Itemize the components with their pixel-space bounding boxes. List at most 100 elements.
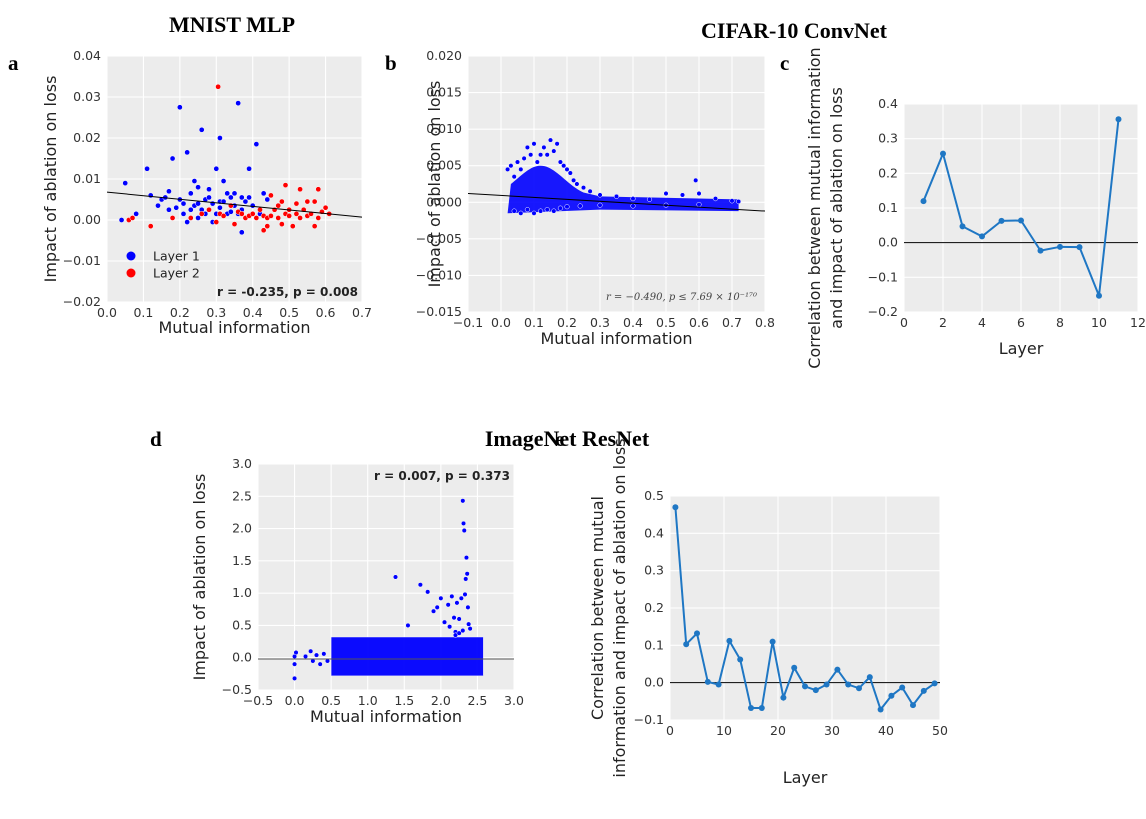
scatter-point — [279, 198, 285, 205]
scatter-point — [460, 628, 466, 634]
heading-mnist: MNIST MLP — [169, 12, 295, 37]
x-tick-label: 3.0 — [504, 693, 524, 708]
x-axis-label: Mutual information — [158, 318, 310, 337]
x-tick-label: 0.6 — [689, 315, 709, 330]
x-tick-label: 0.5 — [656, 315, 676, 330]
scatter-point — [544, 152, 550, 158]
scatter-point — [217, 135, 223, 141]
series-point — [888, 692, 895, 699]
scatter-point — [249, 202, 256, 209]
scatter-point — [275, 202, 282, 209]
y-tick-label: 0.5 — [644, 488, 664, 503]
scatter-point — [264, 223, 271, 229]
scatter-point — [180, 211, 187, 217]
y-tick-label: −0.02 — [63, 294, 101, 309]
y-tick-label: 0.01 — [73, 171, 101, 186]
y-tick-label: 0.1 — [878, 200, 898, 215]
scatter-point — [268, 192, 274, 199]
x-tick-label: 1.0 — [358, 693, 378, 708]
panel-letter: d — [150, 427, 162, 451]
x-tick-label: 0.3 — [590, 315, 610, 330]
y-tick-label: 0.00 — [73, 212, 101, 227]
series-point — [920, 198, 927, 205]
scatter-point — [206, 186, 212, 193]
scatter-point — [321, 651, 327, 657]
scatter-point — [235, 100, 241, 107]
series-point — [959, 223, 966, 230]
y-axis-label: Impact of ablation on loss — [41, 76, 60, 283]
x-tick-label: 0.4 — [623, 315, 643, 330]
scatter-point — [293, 211, 300, 217]
scatter-point — [465, 604, 471, 610]
scatter-point — [587, 188, 593, 194]
scatter-point — [147, 192, 154, 199]
scatter-point — [736, 199, 742, 205]
series-point — [845, 681, 852, 688]
scatter-point — [518, 210, 524, 216]
scatter-point — [169, 155, 176, 162]
scatter-point — [458, 595, 464, 601]
scatter-point — [246, 194, 252, 201]
x-tick-label: 0.6 — [316, 305, 336, 320]
legend-label: Layer 1 — [153, 249, 200, 264]
y-axis-label: Correlation between mutual — [588, 496, 607, 720]
scatter-point — [187, 206, 194, 213]
scatter-point — [630, 203, 636, 209]
scatter-point — [597, 192, 603, 198]
scatter-point — [463, 576, 469, 582]
scatter-point — [464, 571, 470, 577]
scatter-point — [557, 205, 563, 211]
scatter-point — [166, 206, 172, 213]
scatter-point — [577, 203, 583, 209]
scatter-point — [460, 498, 466, 504]
regression-line — [468, 193, 765, 212]
series-point — [899, 684, 906, 691]
scatter-point — [246, 165, 252, 172]
scatter-point — [567, 170, 573, 176]
stats-annotation: r = −0.490, p ≤ 7.69 × 10⁻¹⁷⁰ — [606, 292, 757, 303]
y-tick-label: 0.4 — [878, 96, 898, 111]
scatter-point — [554, 141, 560, 147]
scatter-point — [454, 600, 460, 606]
series-point — [910, 702, 916, 709]
y-tick-label: 0.0 — [232, 650, 252, 665]
series-point — [704, 678, 711, 685]
scatter-point — [213, 165, 220, 172]
scatter-point — [571, 177, 577, 183]
x-axis-label: Layer — [783, 768, 828, 787]
y-tick-label: 0.2 — [644, 600, 664, 615]
dense-point-cloud — [507, 165, 739, 214]
scatter-point — [311, 223, 318, 229]
scatter-point — [144, 165, 150, 172]
scatter-point — [514, 159, 521, 165]
scatter-point — [460, 520, 467, 526]
plot-marks — [258, 498, 514, 681]
x-tick-label: 40 — [878, 723, 894, 738]
scatter-point — [260, 227, 267, 234]
legend-marker — [126, 251, 136, 261]
scatter-point — [434, 604, 440, 610]
scatter-point — [547, 137, 554, 143]
scatter-point — [173, 204, 180, 211]
scatter-point — [541, 144, 547, 150]
x-axis-label: Mutual information — [310, 707, 462, 726]
scatter-point — [198, 126, 205, 133]
series-point — [694, 630, 700, 637]
scatter-point — [317, 661, 323, 667]
series-point — [812, 687, 819, 694]
scatter-point — [268, 213, 274, 219]
scatter-point — [231, 221, 238, 227]
y-tick-label: 0.2 — [878, 165, 898, 180]
scatter-point — [466, 621, 472, 627]
series-point — [931, 680, 938, 687]
y-tick-label: 0.5 — [232, 617, 252, 632]
x-tick-label: 0.5 — [279, 305, 299, 320]
scatter-point — [696, 201, 702, 208]
scatter-point — [308, 648, 314, 654]
x-tick-label: 10 — [1091, 315, 1107, 330]
y-axis-label: Correlation between mutual information — [805, 47, 824, 368]
scatter-point — [260, 190, 267, 197]
y-tick-label: 2.5 — [232, 488, 252, 503]
scatter-point — [220, 213, 227, 219]
scatter-point — [302, 653, 309, 659]
